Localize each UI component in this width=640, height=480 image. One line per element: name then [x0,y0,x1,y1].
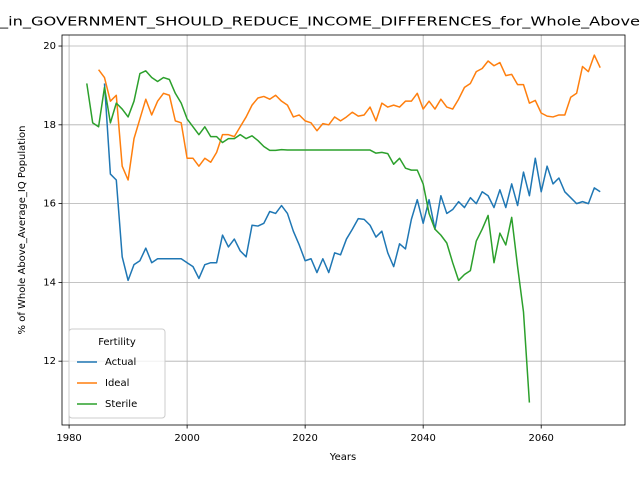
data-line [97,54,601,181]
x-tick-label: 2020 [292,433,317,444]
y-tick-label: 14 [43,277,56,288]
legend-label: Ideal [105,378,129,389]
x-tick-label: 2060 [528,433,553,444]
legend-title: Fertility [98,337,136,348]
y-tick-label: 20 [43,41,56,52]
y-tick-label: 16 [43,199,56,210]
data-line [103,83,601,282]
legend-label: Sterile [105,399,137,410]
chart-title: _in_GOVERNMENT_SHOULD_REDUCE_INCOME_DIFF… [0,15,640,29]
x-tick-label: 2040 [410,433,435,444]
y-axis-label: % of Whole Above_Average_IQ Population [17,126,28,335]
y-tick-label: 18 [43,120,56,131]
legend-label: Actual [105,357,136,368]
y-tick-label: 12 [43,356,56,367]
data-line [86,70,531,403]
x-axis-label: Years [329,452,356,463]
plot-frame [61,34,626,426]
x-tick-label: 1980 [56,433,81,444]
legend-box [68,328,166,419]
x-tick-label: 2000 [174,433,199,444]
